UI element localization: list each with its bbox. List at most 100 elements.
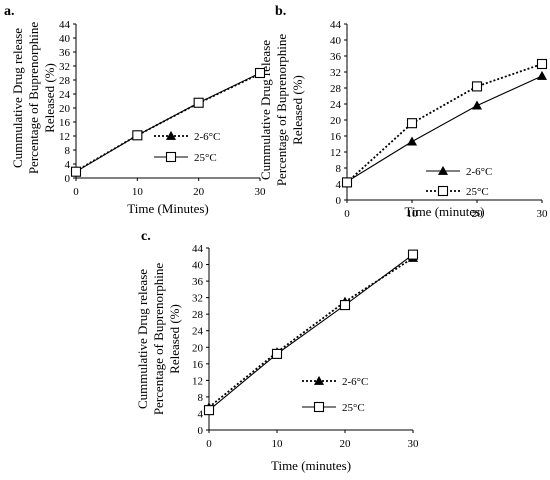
data-point [254,67,266,79]
legend-label: 25°C [194,152,217,164]
y-axis-label: Cummulative Drug release [258,40,273,180]
data-point [536,70,548,80]
x-tick-label: 0 [344,208,350,220]
y-tick-label: 8 [336,163,342,175]
data-point [132,130,143,141]
y-tick-label: 4 [336,179,342,191]
legend-marker [313,375,325,385]
series-line [346,75,543,183]
legend: 2-6°C 25°C [426,165,492,198]
series-line [75,72,261,173]
x-axis-label: Time (minutes) [404,204,484,219]
y-tick-label: 0 [198,425,204,437]
y-tick-label: 16 [192,359,204,371]
x-tick-label: 10 [407,208,419,220]
y-tick-label: 40 [192,260,204,272]
y-axis-label: Percentage of Buprenorphine [26,22,41,175]
y-tick-label: 8 [198,392,204,404]
y-tick-label: 20 [192,342,204,354]
y-axis-label: Cummulative Drug release [135,269,150,409]
y-tick-label: 36 [192,276,204,288]
x-tick-label: 0 [73,186,79,198]
legend-marker [437,165,449,175]
x-tick-label: 10 [272,438,284,450]
series-2 [341,58,548,188]
data-point [471,100,483,110]
data-point [271,348,283,359]
y-tick-label: 4 [65,159,71,171]
y-tick-label: 36 [59,47,71,59]
y-tick-label: 24 [330,99,342,111]
y-tick-label: 44 [192,243,204,255]
data-point [471,81,483,92]
series-line [208,254,414,411]
series-line [346,63,543,184]
panel-label: b. [275,4,286,19]
y-tick-label: 36 [330,51,342,63]
y-tick-label: 8 [65,145,71,157]
legend-marker [165,151,177,163]
y-axis-label: Released (%) [290,75,305,145]
y-axis-label: Cummulative Drug release [10,28,25,168]
y-tick-label: 44 [59,19,71,31]
legend-label: 25°C [342,402,365,414]
series-2 [70,67,266,177]
y-tick-label: 20 [59,103,71,115]
y-axis-label: Released (%) [42,63,57,133]
legend-label: 2-6°C [466,166,492,178]
legend-label: 2-6°C [194,131,220,143]
legend: 2-6°C 25°C [302,375,368,414]
y-axis-label: Percentage of Buprenorphine [274,34,289,187]
legend-marker [165,130,177,140]
y-tick-label: 28 [59,75,71,87]
x-tick-label: 0 [206,438,212,450]
y-tick-label: 16 [330,131,342,143]
y-tick-label: 12 [330,147,341,159]
y-tick-label: 0 [65,173,71,185]
y-tick-label: 12 [59,131,70,143]
data-point [193,97,204,108]
legend-label: 2-6°C [342,376,368,388]
y-tick-label: 32 [59,61,70,73]
legend-label: 25°C [466,186,489,198]
legend: 2-6°C 25°C [154,130,220,164]
y-tick-label: 40 [59,33,71,45]
y-tick-label: 4 [198,408,204,420]
y-tick-label: 24 [59,89,71,101]
panel-1: a. 0 4 8 12 16 20 24 28 32 36 40 44 0 10 20 30 Time (Minu… [4,4,266,216]
x-tick-label: 10 [132,186,144,198]
x-axis-label: Time (minutes) [271,458,351,473]
x-tick-label: 30 [537,208,549,220]
x-tick-label: 20 [193,186,205,198]
x-tick-label: 30 [408,438,420,450]
series-2 [203,249,419,416]
data-point [341,177,353,188]
x-tick-label: 20 [472,208,484,220]
x-tick-label: 30 [255,186,267,198]
panel-label: a. [4,4,15,19]
legend-marker [313,401,325,413]
y-axis-label: Percentage of Buprenorphine [151,263,166,416]
y-tick-label: 24 [192,326,204,338]
y-tick-label: 32 [192,293,203,305]
data-point [536,58,548,70]
panel-label: c. [141,229,151,244]
legend-marker [437,185,449,197]
data-point [407,249,419,260]
data-point [70,166,82,177]
data-point [406,136,418,146]
y-tick-label: 44 [330,19,342,31]
data-point [339,300,351,311]
data-point [203,405,215,416]
y-tick-label: 20 [330,115,342,127]
y-tick-label: 0 [336,195,342,207]
y-tick-label: 40 [330,35,342,47]
y-tick-label: 12 [192,375,203,387]
x-tick-label: 20 [340,438,352,450]
y-tick-label: 28 [192,309,204,321]
y-tick-label: 16 [59,117,71,129]
panel-2: b. 0 4 8 12 16 20 24 28 32 36 40 44 0 10 20 30 Time (minu… [258,4,548,220]
panel-3: c. 0 4 8 12 16 20 24 28 32 36 40 44 0 10 20 30 Time (minu… [135,229,419,473]
y-tick-label: 28 [330,83,342,95]
